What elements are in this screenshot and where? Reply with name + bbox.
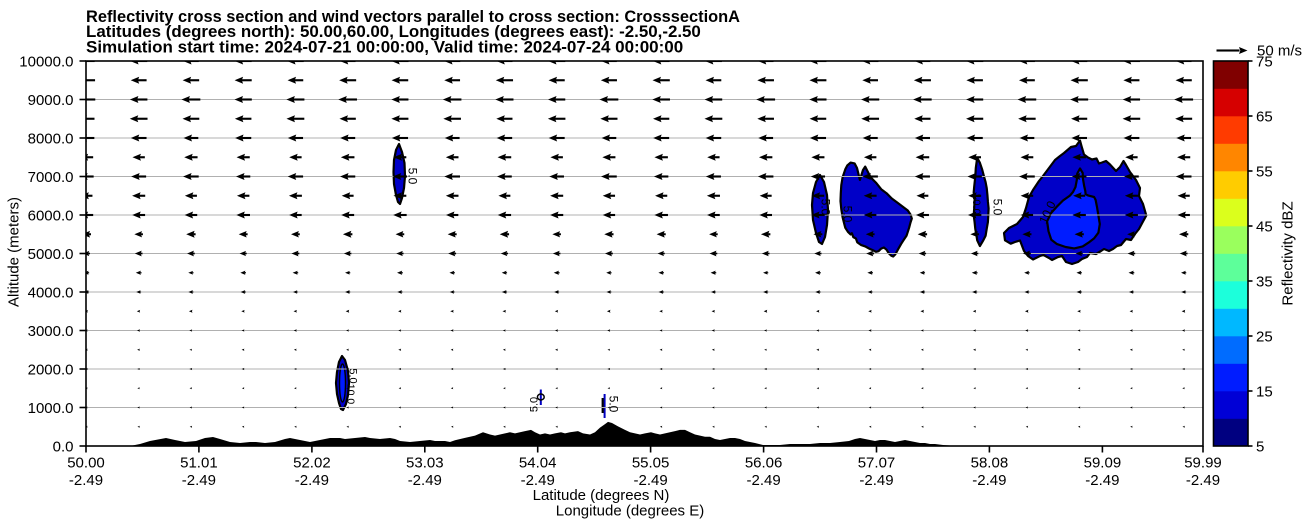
svg-text:1000.0: 1000.0: [28, 400, 74, 417]
svg-text:5.0: 5.0: [841, 206, 855, 223]
svg-text:-2.49: -2.49: [69, 472, 103, 489]
svg-text:5: 5: [1256, 438, 1264, 455]
svg-text:6000.0: 6000.0: [28, 207, 74, 224]
svg-text:Longitude (degrees E): Longitude (degrees E): [556, 502, 704, 519]
svg-text:-2.49: -2.49: [182, 472, 216, 489]
svg-text:54.04: 54.04: [519, 455, 557, 472]
svg-text:56.06: 56.06: [745, 455, 783, 472]
svg-text:5.0: 5.0: [529, 397, 541, 412]
svg-text:-2.49: -2.49: [408, 472, 442, 489]
svg-text:-2.49: -2.49: [1085, 472, 1119, 489]
svg-text:5.0: 5.0: [607, 396, 621, 413]
svg-text:-2.49: -2.49: [295, 472, 329, 489]
svg-text:55: 55: [1256, 163, 1273, 180]
svg-text:Reflectivity cross section and: Reflectivity cross section and wind vect…: [86, 8, 740, 26]
svg-text:55.05: 55.05: [632, 455, 670, 472]
svg-text:45: 45: [1256, 218, 1273, 235]
svg-text:75: 75: [1256, 53, 1273, 70]
svg-text:3000.0: 3000.0: [28, 323, 74, 340]
svg-text:Simulation start time: 2024-07: Simulation start time: 2024-07-21 00:00:…: [86, 37, 683, 56]
svg-text:-2.49: -2.49: [859, 472, 893, 489]
svg-text:-2.49: -2.49: [746, 472, 780, 489]
svg-text:9000.0: 9000.0: [28, 92, 74, 109]
svg-text:10000.0: 10000.0: [19, 53, 73, 70]
svg-text:15: 15: [1256, 383, 1273, 400]
svg-text:59.09: 59.09: [1084, 455, 1122, 472]
svg-text:50.00: 50.00: [67, 455, 105, 472]
svg-text:2000.0: 2000.0: [28, 361, 74, 378]
svg-text:Latitudes (degrees north): 50.: Latitudes (degrees north): 50.00,60.00, …: [86, 22, 701, 41]
svg-text:50 m/s: 50 m/s: [1257, 43, 1302, 60]
svg-text:-2.49: -2.49: [1186, 472, 1220, 489]
svg-text:57.07: 57.07: [858, 455, 896, 472]
svg-text:5.0: 5.0: [347, 368, 359, 383]
svg-text:Reflectivity dBZ: Reflectivity dBZ: [1280, 201, 1297, 305]
svg-text:5.0: 5.0: [819, 199, 833, 216]
svg-text:8000.0: 8000.0: [28, 130, 74, 147]
svg-text:-2.49: -2.49: [521, 472, 555, 489]
svg-text:5.0: 5.0: [991, 199, 1005, 216]
svg-text:-2.49: -2.49: [633, 472, 667, 489]
svg-text:59.99: 59.99: [1184, 455, 1222, 472]
svg-text:10.0: 10.0: [970, 193, 982, 214]
svg-text:5.0: 5.0: [406, 168, 420, 185]
svg-text:-2.49: -2.49: [972, 472, 1006, 489]
svg-text:53.03: 53.03: [406, 455, 444, 472]
svg-text:4000.0: 4000.0: [28, 284, 74, 301]
svg-text:35: 35: [1256, 273, 1273, 290]
svg-text:10.0: 10.0: [345, 384, 357, 405]
svg-text:51.01: 51.01: [180, 455, 218, 472]
svg-text:65: 65: [1256, 108, 1273, 125]
svg-text:52.02: 52.02: [293, 455, 331, 472]
svg-text:7000.0: 7000.0: [28, 169, 74, 186]
svg-text:Latitude (degrees N): Latitude (degrees N): [533, 487, 670, 504]
svg-text:5000.0: 5000.0: [28, 246, 74, 263]
svg-text:Altitude (meters): Altitude (meters): [6, 197, 23, 307]
svg-text:25: 25: [1256, 328, 1273, 345]
svg-text:0.0: 0.0: [53, 438, 74, 455]
svg-text:58.08: 58.08: [971, 455, 1009, 472]
